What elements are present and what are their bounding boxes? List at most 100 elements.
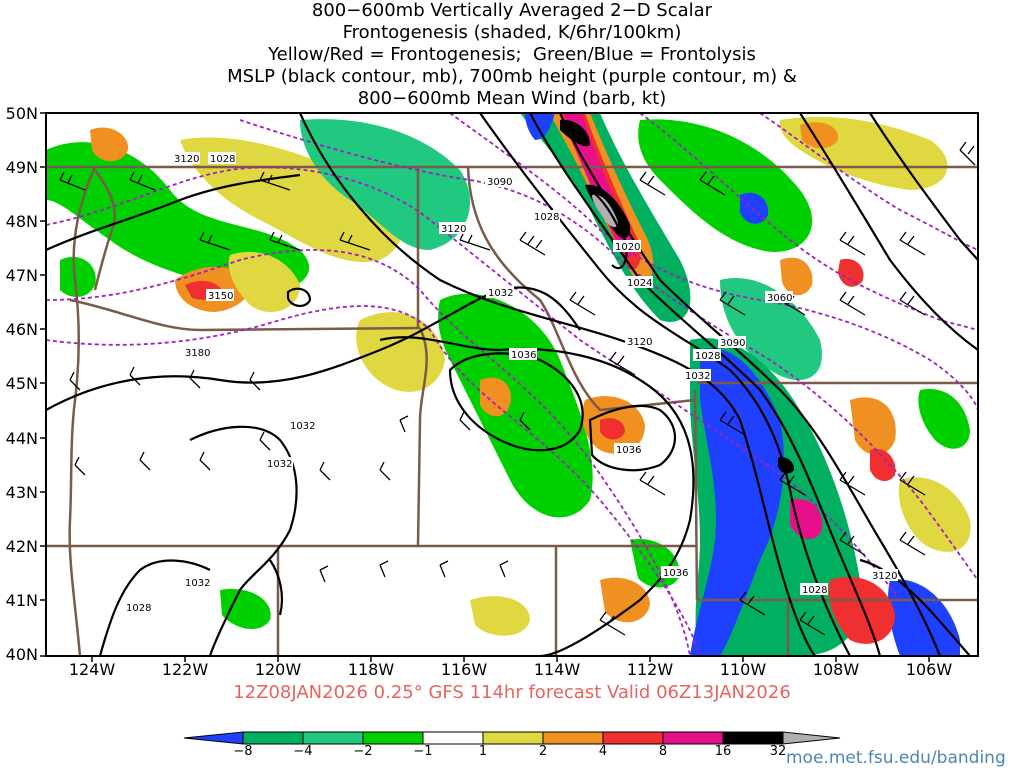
lon-label: 108W — [812, 660, 860, 679]
height-label: 3150 — [208, 291, 233, 302]
shade-red-central — [600, 418, 625, 440]
wind-barb — [399, 415, 409, 433]
source-url-link[interactable]: moe.met.fsu.edu/banding — [786, 748, 1006, 768]
height-contour-3090 — [239, 119, 978, 581]
shade-blue-ne — [740, 192, 769, 224]
lat-label: 43N — [5, 483, 38, 502]
lat-label: 41N — [5, 591, 38, 610]
lon-label: 118W — [347, 660, 395, 679]
colorbar-swatch-4-2 — [302, 731, 364, 745]
shade-orange-e — [780, 257, 813, 296]
height-contour-3030 — [639, 113, 978, 331]
mslp-contour-1032-small — [286, 287, 312, 307]
mslp-contour-1032-loop — [189, 425, 298, 656]
border-puget — [93, 169, 117, 291]
wind-barb — [839, 531, 866, 556]
wind-barb — [799, 611, 826, 636]
colorbar-swatch-lt-8 — [183, 731, 244, 745]
shade-red-se — [828, 576, 895, 644]
border-id-mt — [466, 166, 696, 412]
title-line-1: 800−600mb Vertically Averaged 2−D Scalar — [311, 0, 713, 21]
mslp-label: 1024 — [627, 278, 652, 289]
wind-barb — [339, 231, 371, 251]
mslp-label: 1036 — [663, 568, 688, 579]
mslp-label: 1036 — [511, 350, 536, 361]
wind-barb — [899, 291, 926, 316]
title-line-2: Frontogenesis (shaded, K/6hr/100km) — [342, 22, 682, 43]
border-coast — [68, 166, 97, 656]
wind-barb — [199, 451, 211, 471]
forecast-valid-line: 12Z08JAN2026 0.25° GFS 114hr forecast Va… — [233, 682, 791, 703]
mslp-label: 1028 — [534, 212, 559, 223]
wind-barb — [839, 231, 866, 256]
lon-label: 124W — [68, 660, 116, 679]
mslp-label: 1020 — [615, 242, 640, 253]
wind-barb — [959, 141, 976, 166]
wind-barb — [259, 431, 271, 451]
wind-barb — [319, 565, 329, 583]
mslp-label: 1036 — [616, 445, 641, 456]
shade-yellow-w — [228, 251, 300, 313]
mslp-contour-1028-main — [298, 113, 816, 656]
mslp-contour-1016 — [558, 113, 942, 656]
height-contour-3180 — [46, 305, 701, 656]
wind-barb — [639, 471, 666, 496]
wind-barb — [609, 351, 636, 376]
height-label: 3090 — [487, 177, 512, 188]
wind-barb — [779, 471, 806, 496]
wind-barb — [719, 291, 746, 316]
lat-label: 40N — [5, 645, 38, 664]
colorbar-label: 2 — [538, 744, 548, 759]
height-contour-3120 — [46, 166, 901, 601]
wind-barb — [639, 171, 666, 196]
border-id-wy — [693, 389, 699, 601]
lon-label: 106W — [905, 660, 953, 679]
mslp-label: 1028 — [802, 585, 827, 596]
shade-magenta-se — [790, 499, 823, 540]
mslp-contour-1036-se — [588, 404, 676, 472]
mslp-contour-1032-w — [46, 286, 581, 411]
mslp-label: 1028 — [126, 603, 151, 614]
border-wa-or — [69, 298, 421, 332]
colorbar-label: −2 — [353, 744, 373, 759]
lon-label: 116W — [440, 660, 488, 679]
wind-barb — [269, 231, 301, 251]
height-label: 3120 — [174, 154, 199, 165]
wind-barb — [899, 231, 926, 256]
shade-green-w2 — [60, 256, 96, 297]
colorbar-swatch-2-4 — [542, 731, 604, 745]
mslp-label: 1032 — [488, 288, 513, 299]
colorbar-label: −8 — [233, 744, 253, 759]
wind-barb — [739, 591, 766, 616]
mslp-contour-1020-ne — [799, 113, 978, 351]
colorbar-swatch-2-1 — [362, 731, 424, 745]
colorbar-swatch-gt-32 — [782, 731, 841, 745]
shade-orange-s — [600, 577, 650, 623]
wind-barb — [699, 171, 726, 196]
lat-label: 46N — [5, 320, 38, 339]
mslp-label: 1032 — [185, 578, 210, 589]
wind-barb — [569, 291, 596, 316]
shade-green-e — [720, 278, 822, 380]
height-contour-3060 — [449, 113, 978, 411]
shade-blue-se — [690, 348, 784, 656]
colorbar-label: 1 — [478, 744, 488, 759]
wind-barb — [199, 231, 231, 251]
shade-orange-w — [90, 127, 129, 162]
wind-barb — [899, 471, 926, 496]
shade-orange-se — [850, 397, 896, 455]
mslp-contour-1020 — [529, 113, 882, 656]
height-contour-3000 — [759, 113, 978, 251]
mslp-contour-1032-big — [379, 336, 695, 656]
lon-label: 110W — [719, 660, 767, 679]
shade-red-se2 — [870, 448, 896, 482]
height-contour-3150 — [46, 249, 691, 656]
mslp-contour-1032-s — [269, 559, 284, 616]
height-labels: 3120 3090 3120 3150 3180 3120 3090 3060 … — [172, 152, 898, 582]
wind-barb — [499, 560, 509, 578]
wind-barb — [839, 291, 866, 316]
title-line-4: MSLP (black contour, mb), 700mb height (… — [227, 66, 797, 87]
wind-barb — [129, 366, 141, 386]
wind-barb — [69, 371, 81, 391]
